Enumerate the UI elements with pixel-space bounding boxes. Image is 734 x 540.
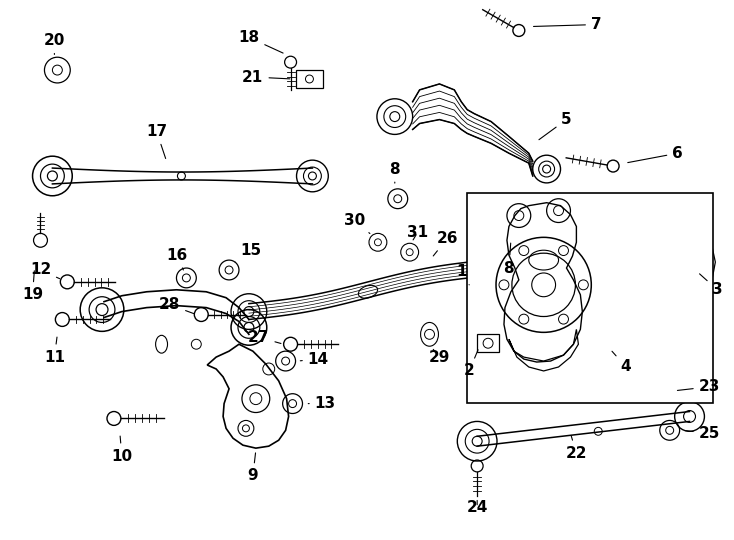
Text: 9: 9 xyxy=(247,453,258,483)
Text: 1: 1 xyxy=(456,265,469,285)
Text: 21: 21 xyxy=(242,70,290,84)
Text: 15: 15 xyxy=(235,242,261,262)
Text: 5: 5 xyxy=(539,112,572,140)
Text: 18: 18 xyxy=(239,30,283,53)
Text: 16: 16 xyxy=(166,248,187,270)
Text: 14: 14 xyxy=(300,352,329,367)
Text: 24: 24 xyxy=(467,500,488,515)
Text: 19: 19 xyxy=(22,271,43,302)
Text: 27: 27 xyxy=(248,330,281,345)
Text: 10: 10 xyxy=(112,436,132,463)
Text: 25: 25 xyxy=(686,426,720,441)
Text: 8: 8 xyxy=(390,161,400,183)
Text: 26: 26 xyxy=(433,231,458,256)
Text: 6: 6 xyxy=(628,146,683,163)
Text: 7: 7 xyxy=(534,17,602,32)
Text: 29: 29 xyxy=(429,349,450,364)
Text: 13: 13 xyxy=(308,396,336,411)
Text: 17: 17 xyxy=(146,124,167,159)
Text: 22: 22 xyxy=(566,436,587,461)
Text: 4: 4 xyxy=(612,351,631,375)
FancyBboxPatch shape xyxy=(468,193,713,403)
Text: 28: 28 xyxy=(159,297,194,314)
Text: 30: 30 xyxy=(344,213,370,233)
Text: 23: 23 xyxy=(677,379,720,394)
Text: 2: 2 xyxy=(464,350,478,379)
Text: 8: 8 xyxy=(504,243,515,275)
Text: 12: 12 xyxy=(30,262,59,279)
Text: 20: 20 xyxy=(44,33,65,55)
Text: 3: 3 xyxy=(700,274,723,298)
Text: 31: 31 xyxy=(407,225,428,240)
Text: 11: 11 xyxy=(44,337,65,364)
